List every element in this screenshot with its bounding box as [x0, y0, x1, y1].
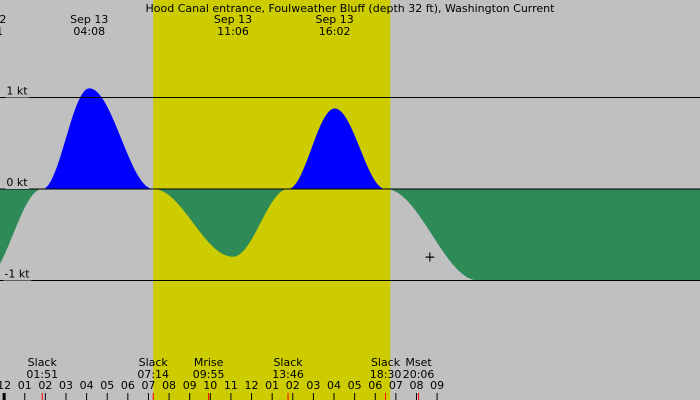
hour-tick-label: 12: [245, 379, 259, 392]
top-event-date: Sep 12: [0, 13, 6, 26]
bottom-event-label: Slack: [139, 356, 169, 369]
hour-tick-label: 03: [306, 379, 320, 392]
chart-title: Hood Canal entrance, Foulweather Bluff (…: [146, 2, 556, 15]
bottom-event-time: 18:30: [370, 368, 402, 381]
top-event-date: Sep 13: [316, 13, 354, 26]
hour-tick-label: 12: [0, 379, 11, 392]
hour-tick-label: 11: [224, 379, 238, 392]
bottom-event-labels: Slack01:51Slack07:14Mrise09:55Slack13:46…: [26, 356, 434, 381]
bottom-event-label: Slack: [28, 356, 58, 369]
bottom-event-label: Mset: [405, 356, 432, 369]
y-tick-label: -1 kt: [4, 268, 30, 281]
hour-tick-label: 02: [286, 379, 300, 392]
hour-tick-label: 10: [203, 379, 217, 392]
hour-tick-label: 04: [80, 379, 94, 392]
top-event-time: 11:06: [217, 25, 249, 38]
hour-tick-label: 02: [38, 379, 52, 392]
hour-tick-label: 08: [162, 379, 176, 392]
bottom-event-time: 01:51: [26, 368, 58, 381]
hour-tick-label: 06: [368, 379, 382, 392]
y-tick-label-bg: [3, 267, 32, 281]
top-event-date: Sep 13: [214, 13, 252, 26]
flood-current-area: [0, 88, 700, 189]
y-axis-gridlines: 1 kt 0 kt -1 kt: [0, 84, 700, 281]
y-tick-label: 0 kt: [6, 176, 28, 189]
hour-tick-label: 06: [121, 379, 135, 392]
y-tick-label-bg: [5, 84, 30, 98]
hour-tick-label: 07: [141, 379, 155, 392]
bottom-event-label: Mrise: [194, 356, 224, 369]
bottom-event-time: 20:06: [403, 368, 435, 381]
top-event-date: Sep 13: [70, 13, 108, 26]
bottom-event-label: Slack: [371, 356, 401, 369]
bottom-event-time: 07:14: [137, 368, 169, 381]
y-tick-label: 1 kt: [6, 85, 28, 98]
hour-axis: 1112010203040506070809101112010203040506…: [0, 379, 444, 400]
top-event-time: 16:02: [319, 25, 351, 38]
hour-tick-label: 08: [409, 379, 423, 392]
y-tick-label-bg: [5, 176, 30, 189]
bottom-event-time: 13:46: [272, 368, 304, 381]
hour-tick-label: 01: [265, 379, 279, 392]
hour-tick-label: 04: [327, 379, 341, 392]
hour-tick-label: 09: [430, 379, 444, 392]
hour-tick-label: 03: [59, 379, 73, 392]
top-event-time: 23:11: [0, 25, 3, 38]
cursor-marker: +: [424, 250, 436, 266]
hour-tick-label: 05: [348, 379, 362, 392]
bottom-event-time: 09:55: [193, 368, 225, 381]
hour-tick-label: 05: [100, 379, 114, 392]
hour-tick-label: 09: [183, 379, 197, 392]
hour-tick-label: 01: [18, 379, 32, 392]
top-event-time: 04:08: [73, 25, 105, 38]
hour-tick-label: 07: [389, 379, 403, 392]
bottom-event-label: Slack: [273, 356, 303, 369]
ebb-current-area: [0, 189, 700, 281]
